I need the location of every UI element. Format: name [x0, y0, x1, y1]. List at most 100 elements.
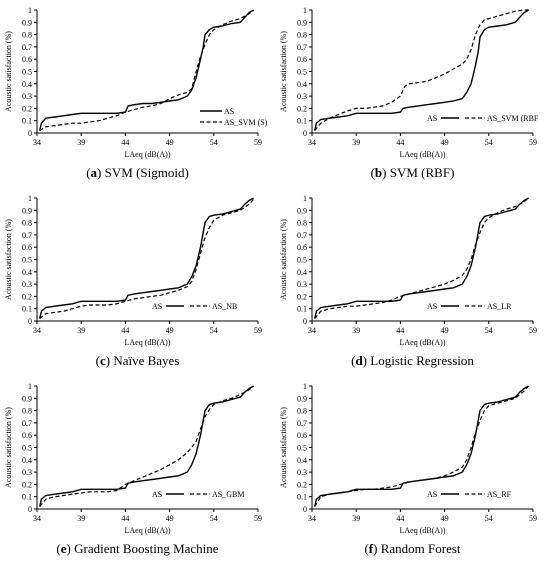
chart-svg: 0 0.1 0.2 0.3 0.4 0.5 0.6 0.7 0.8 0.9 1 34 39 44 49 54 5…: [4, 382, 262, 535]
y-tick-label: 0.9: [22, 206, 32, 215]
x-tick-label: 54: [210, 138, 218, 147]
legend-label: AS_NB: [212, 302, 237, 311]
legend: AS AS_GBM: [152, 490, 244, 499]
x-tick-label: 44: [121, 138, 129, 147]
caption-tag: a: [90, 165, 98, 180]
x-tick-label: 44: [121, 514, 129, 523]
series-line-as: [39, 9, 254, 131]
chart-panel-f: 0 0.1 0.2 0.3 0.4 0.5 0.6 0.7 0.8 0.9 1 34 39 44 49 54 5…: [275, 376, 550, 564]
y-tick-label: 0.6: [22, 431, 32, 440]
caption-text: SVM (Sigmoid): [104, 165, 189, 180]
x-tick-label: 54: [485, 138, 493, 147]
panel-caption: (a) SVM (Sigmoid): [86, 165, 189, 180]
legend-label: AS: [224, 107, 234, 116]
legend: AS AS_SVM (RBF: [427, 114, 539, 123]
y-tick-label: 0.7: [297, 419, 307, 428]
y-tick-label: 0: [303, 129, 307, 138]
y-tick-label: 0.8: [22, 407, 32, 416]
chart-panel-c: 0 0.1 0.2 0.3 0.4 0.5 0.6 0.7 0.8 0.9 1 34 39 44 49 54 5…: [0, 188, 275, 376]
y-tick-label: 0.8: [297, 31, 307, 40]
x-axis-label: LAeq (dB(A)): [125, 150, 171, 159]
series-line-as: [39, 197, 254, 319]
x-axis-label: LAeq (dB(A)): [125, 526, 171, 535]
x-tick-label: 34: [33, 514, 41, 523]
y-tick-label: 0.3: [297, 468, 307, 477]
x-tick-label: 59: [529, 138, 537, 147]
y-axis-label: Acoustic satisfaction (%): [279, 31, 288, 112]
y-tick-label: 0.5: [297, 444, 307, 453]
series-line-as-gbm: [39, 385, 254, 507]
y-tick-label: 0.3: [22, 280, 32, 289]
y-tick-label: 0: [303, 505, 307, 514]
series-line-as: [314, 385, 529, 507]
y-tick-label: 0.2: [297, 480, 307, 489]
chart-panel-a: 0 0.1 0.2 0.3 0.4 0.5 0.6 0.7 0.8 0.9 1 34 39 44 49 54 5…: [0, 0, 275, 188]
legend-label: AS_LR: [487, 302, 512, 311]
y-tick-label: 0.3: [297, 92, 307, 101]
x-tick-label: 49: [166, 514, 174, 523]
chart-svg: 0 0.1 0.2 0.3 0.4 0.5 0.6 0.7 0.8 0.9 1 34 39 44 49 54 5…: [279, 382, 537, 535]
x-axis-label: LAeq (dB(A)): [400, 150, 446, 159]
x-tick-label: 44: [121, 326, 129, 335]
legend-label: AS_SVM (S): [224, 118, 268, 127]
y-tick-label: 0.1: [22, 305, 32, 314]
panel-caption: (f) Random Forest: [364, 541, 461, 556]
y-tick-label: 0.5: [22, 68, 32, 77]
panel-caption: (c) Naïve Bayes: [95, 353, 180, 368]
series-line-as-lr: [314, 197, 529, 319]
caption-tag: b: [374, 165, 383, 180]
x-tick-label: 59: [254, 138, 262, 147]
series-line-as-svm-rbf: [314, 9, 529, 131]
series-line-as: [314, 197, 529, 319]
x-tick-label: 39: [352, 326, 360, 335]
y-tick-label: 0.6: [22, 55, 32, 64]
legend-label: AS: [427, 490, 437, 499]
caption-text: Logistic Regression: [370, 353, 474, 368]
panel-caption: (e) Gradient Boosting Machine: [56, 541, 219, 556]
y-tick-label: 0.9: [22, 394, 32, 403]
caption-tag: f: [368, 541, 374, 556]
x-tick-label: 49: [441, 138, 449, 147]
legend-label: AS: [152, 302, 162, 311]
legend: AS AS_LR: [427, 302, 512, 311]
x-tick-label: 34: [308, 514, 316, 523]
y-tick-label: 0.3: [297, 280, 307, 289]
chart-svg: 0 0.1 0.2 0.3 0.4 0.5 0.6 0.7 0.8 0.9 1 34 39 44 49 54 5…: [279, 194, 537, 347]
x-tick-label: 59: [529, 326, 537, 335]
x-tick-label: 34: [33, 138, 41, 147]
x-axis-label: LAeq (dB(A)): [400, 338, 446, 347]
y-tick-label: 0.6: [297, 243, 307, 252]
y-tick-label: 0: [28, 505, 32, 514]
y-tick-label: 0.2: [297, 292, 307, 301]
x-tick-label: 59: [529, 514, 537, 523]
legend-label: AS_RF: [487, 490, 512, 499]
x-tick-label: 34: [308, 138, 316, 147]
x-tick-label: 59: [254, 514, 262, 523]
legend-label: AS: [152, 490, 162, 499]
x-tick-label: 54: [210, 326, 218, 335]
y-tick-label: 1: [28, 194, 32, 203]
x-tick-label: 54: [485, 326, 493, 335]
x-tick-label: 34: [33, 326, 41, 335]
x-tick-label: 44: [396, 138, 404, 147]
panel-caption: (b) SVM (RBF): [370, 165, 455, 180]
y-axis-label: Acoustic satisfaction (%): [4, 31, 13, 112]
y-tick-label: 0.1: [297, 117, 307, 126]
y-tick-label: 1: [303, 194, 307, 203]
y-tick-label: 0.6: [297, 431, 307, 440]
y-tick-label: 1: [28, 6, 32, 15]
y-tick-label: 0.9: [22, 18, 32, 27]
y-tick-label: 1: [303, 6, 307, 15]
caption-text: SVM (RBF): [389, 165, 455, 180]
y-tick-label: 1: [28, 382, 32, 391]
y-tick-label: 0.7: [22, 231, 32, 240]
chart-svg: 0 0.1 0.2 0.3 0.4 0.5 0.6 0.7 0.8 0.9 1 34 39 44 49 54 5…: [4, 6, 268, 159]
y-tick-label: 0.2: [22, 292, 32, 301]
y-tick-label: 0.1: [297, 493, 307, 502]
x-axis-label: LAeq (dB(A)): [125, 338, 171, 347]
y-tick-label: 0.7: [22, 43, 32, 52]
y-tick-label: 0.7: [297, 231, 307, 240]
chart-svg: 0 0.1 0.2 0.3 0.4 0.5 0.6 0.7 0.8 0.9 1 34 39 44 49 54 5…: [279, 6, 539, 159]
caption-text: Gradient Boosting Machine: [74, 541, 219, 556]
x-tick-label: 54: [485, 514, 493, 523]
